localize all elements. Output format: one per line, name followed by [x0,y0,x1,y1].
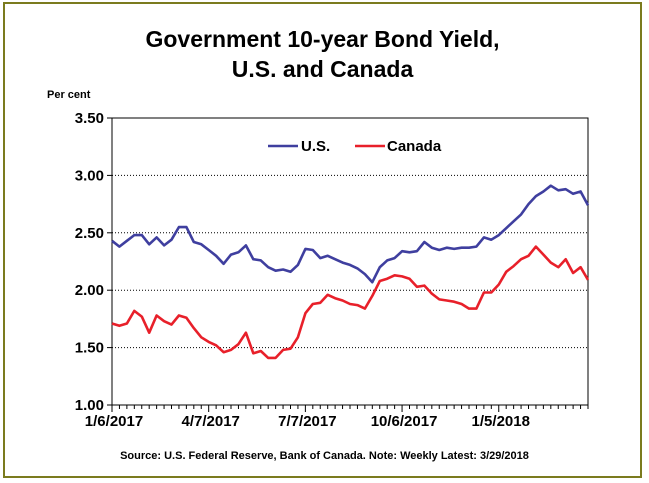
chart-frame [3,2,642,478]
x-tick-label: 1/6/2017 [85,413,143,430]
legend-label: U.S. [301,138,330,155]
y-tick-label: 1.50 [75,340,104,357]
chart-title-line-2: U.S. and Canada [231,56,414,82]
y-tick-label: 3.50 [75,110,104,127]
x-tick-label: 10/6/2017 [371,413,438,430]
plot-area [111,117,589,406]
chart-title-line-1: Government 10-year Bond Yield, [145,26,500,52]
y-tick-label: 1.00 [75,397,104,414]
series-line-u-s [111,184,590,284]
x-tick-label: 1/5/2018 [472,413,530,430]
y-axis-label: Per cent [47,89,91,101]
chart-title: Government 10-year Bond Yield, U.S. and … [0,24,645,84]
y-tick-label: 2.50 [75,225,104,242]
y-tick-label: 3.00 [75,167,104,184]
x-tick-label: 4/7/2017 [181,413,239,430]
series-line-canada [111,245,590,360]
x-tick-label: 7/7/2017 [278,413,336,430]
source-note: Source: U.S. Federal Reserve, Bank of Ca… [120,450,529,462]
y-tick-label: 2.00 [75,282,104,299]
legend-label: Canada [387,138,442,155]
